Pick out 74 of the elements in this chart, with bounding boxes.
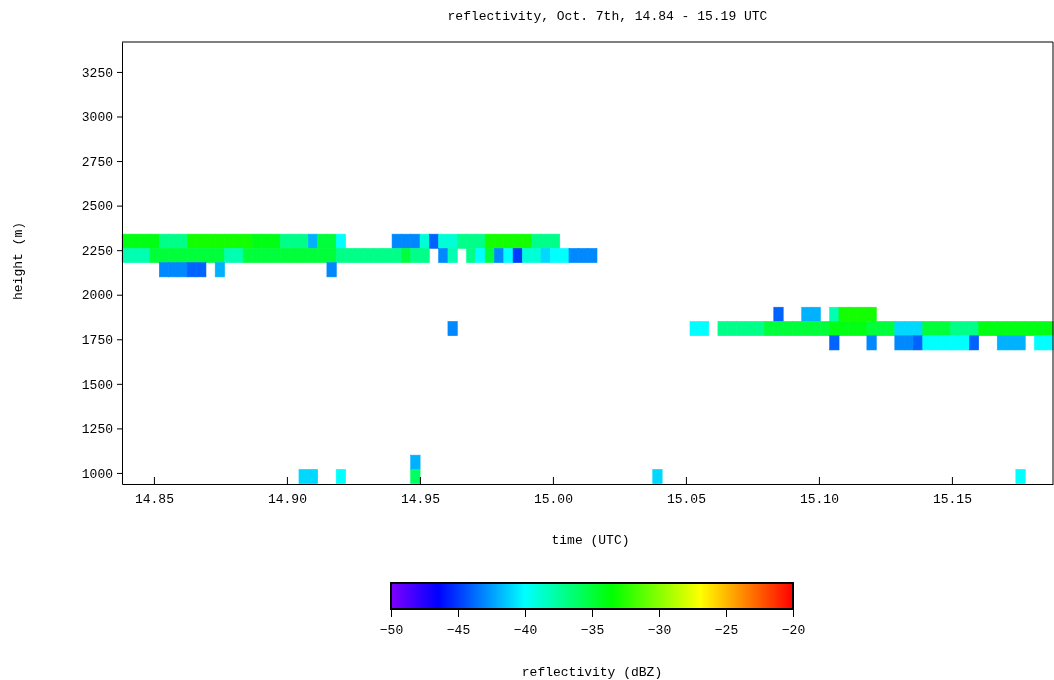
chart-title: reflectivity, Oct. 7th, 14.84 - 15.19 UTC [447,9,768,24]
point [140,248,151,263]
point [652,469,663,484]
y-tick-label: 1250 [81,422,113,438]
point [1024,321,1035,336]
point [875,321,886,336]
x-tick-label: 14.85 [134,492,174,508]
point [978,321,989,336]
point [252,248,263,263]
point [326,248,337,263]
color-bar-label: −50 [379,623,404,639]
x-tick-label: 15.00 [533,492,573,508]
x-tick-label: 14.95 [400,492,440,508]
point [931,321,942,336]
point [885,321,896,336]
point [764,321,775,336]
point [149,248,160,263]
point [866,321,877,336]
point [177,248,188,263]
y-tick-label: 3250 [81,65,113,81]
point [298,469,309,484]
point [782,321,793,336]
point [447,248,458,263]
point [820,321,831,336]
point [270,248,281,263]
y-axis-title: height (m) [11,221,26,301]
point [512,248,523,263]
y-tick-label: 2250 [81,243,113,259]
point [289,248,300,263]
color-bar-title: reflectivity (dBZ) [521,665,663,680]
color-bar-label: −45 [446,623,471,639]
point [801,321,812,336]
y-tick-label: 2000 [81,288,113,304]
point [401,248,412,263]
y-tick-label: 2750 [81,154,113,170]
point [261,248,272,263]
point [1015,321,1026,336]
point [205,248,216,263]
y-tick-label: 3000 [81,110,113,126]
y-tick-label: 2500 [81,199,113,215]
point [298,248,309,263]
x-tick-label: 15.10 [799,492,839,508]
point [484,248,495,263]
point [792,321,803,336]
point [131,248,142,263]
color-bar-label: −40 [513,623,538,639]
point [307,248,318,263]
point [121,248,132,263]
point [857,321,868,336]
x-tick-label: 15.15 [932,492,972,508]
x-axis-title: time (UTC) [551,533,630,548]
point [317,248,328,263]
point [280,248,291,263]
x-tick-label: 15.05 [666,492,706,508]
point [987,321,998,336]
y-tick-label: 1750 [81,332,113,348]
point [773,321,784,336]
y-tick-label: 1000 [81,466,113,482]
point [242,248,253,263]
point [224,248,235,263]
x-tick-label: 14.90 [267,492,307,508]
point [531,248,542,263]
color-bar-label: −20 [781,623,806,639]
point [810,321,821,336]
y-tick-label: 1500 [81,377,113,393]
color-bar-label: −30 [647,623,672,639]
point [838,321,849,336]
point [410,469,421,484]
point [233,248,244,263]
color-bar-label: −25 [714,623,739,639]
color-bar-label: −35 [580,623,605,639]
point [307,469,318,484]
point [522,248,533,263]
point [847,321,858,336]
